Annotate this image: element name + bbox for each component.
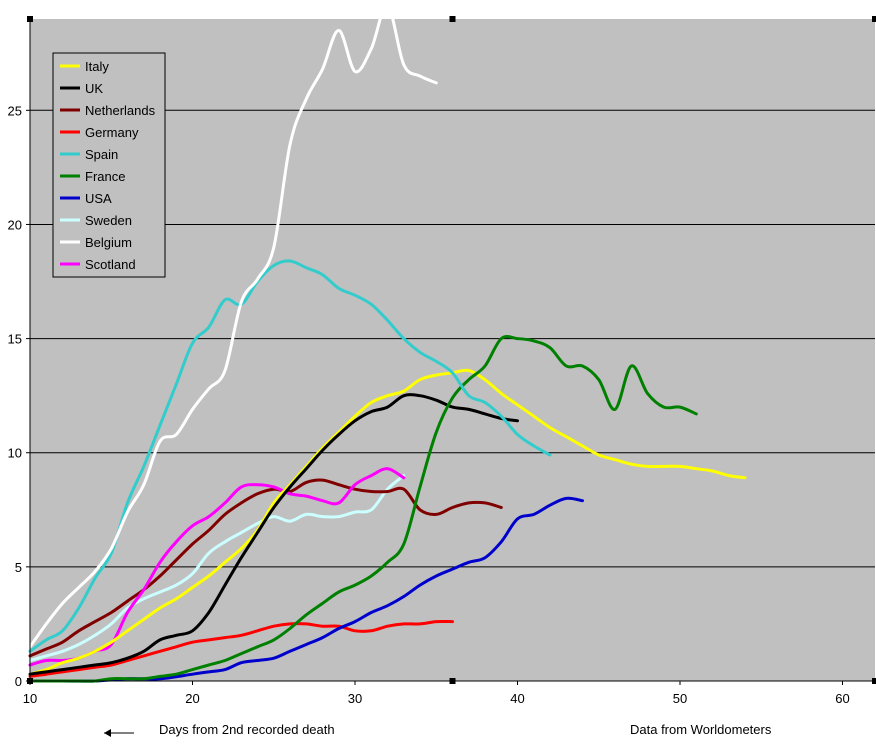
- selection-handle[interactable]: [449, 16, 456, 22]
- left-arrow-icon: [104, 729, 134, 737]
- legend-item: France: [60, 169, 125, 184]
- legend-label: Belgium: [85, 235, 132, 250]
- series-line-usa: [28, 496, 584, 683]
- legend-label: Scotland: [85, 257, 136, 272]
- legend-item: Sweden: [60, 213, 132, 228]
- legend-label: France: [85, 169, 125, 184]
- x-tick-label: 30: [348, 691, 362, 706]
- x-tick-label: 50: [673, 691, 687, 706]
- legend-label: Spain: [85, 147, 118, 162]
- x-tick-label: 60: [835, 691, 849, 706]
- legend-label: UK: [85, 81, 103, 96]
- y-tick-label: 15: [8, 332, 22, 347]
- series-line-uk: [28, 393, 519, 676]
- y-tick-label: 5: [15, 560, 22, 575]
- legend-label: USA: [85, 191, 112, 206]
- legend-label: Netherlands: [85, 103, 156, 118]
- selection-handle[interactable]: [872, 16, 876, 22]
- legend: Italy UK Netherlands Germany Spain France USA S…: [52, 52, 166, 278]
- y-tick-label: 25: [8, 103, 22, 118]
- series-line-italy: [28, 368, 747, 676]
- legend-item: Scotland: [60, 257, 136, 272]
- legend-box: [52, 52, 166, 278]
- legend-label: Germany: [85, 125, 139, 140]
- legend-item: Belgium: [60, 235, 132, 250]
- series-line-france: [28, 334, 698, 683]
- y-tick-label: 0: [15, 674, 22, 689]
- selection-handle[interactable]: [872, 678, 876, 684]
- series-line-belgium: [28, 3, 438, 649]
- x-axis-label: Days from 2nd recorded death: [159, 722, 335, 737]
- selection-handle[interactable]: [27, 678, 33, 684]
- legend-label: Italy: [85, 59, 109, 74]
- series-lines: [28, 3, 747, 683]
- axes: 0 5 10 15 20 25 10 20 30 40 50 60: [8, 16, 876, 706]
- legend-item: Spain: [60, 147, 118, 162]
- x-tick-label: 10: [23, 691, 37, 706]
- selection-handle[interactable]: [449, 678, 456, 684]
- x-tick-label: 20: [185, 691, 199, 706]
- legend-label: Sweden: [85, 213, 132, 228]
- y-tick-label: 10: [8, 446, 22, 461]
- series-line-germany: [28, 619, 454, 678]
- legend-item: Italy: [60, 59, 109, 74]
- source-note: Data from Worldometers: [630, 722, 772, 737]
- legend-item: USA: [60, 191, 112, 206]
- x-tick-label: 40: [510, 691, 524, 706]
- legend-item: Netherlands: [60, 103, 156, 118]
- legend-item: Germany: [60, 125, 139, 140]
- selection-handle[interactable]: [27, 16, 33, 22]
- series-line-netherlands: [28, 478, 503, 658]
- legend-item: UK: [60, 81, 103, 96]
- y-tick-label: 20: [8, 217, 22, 232]
- series-line-sweden: [28, 474, 406, 662]
